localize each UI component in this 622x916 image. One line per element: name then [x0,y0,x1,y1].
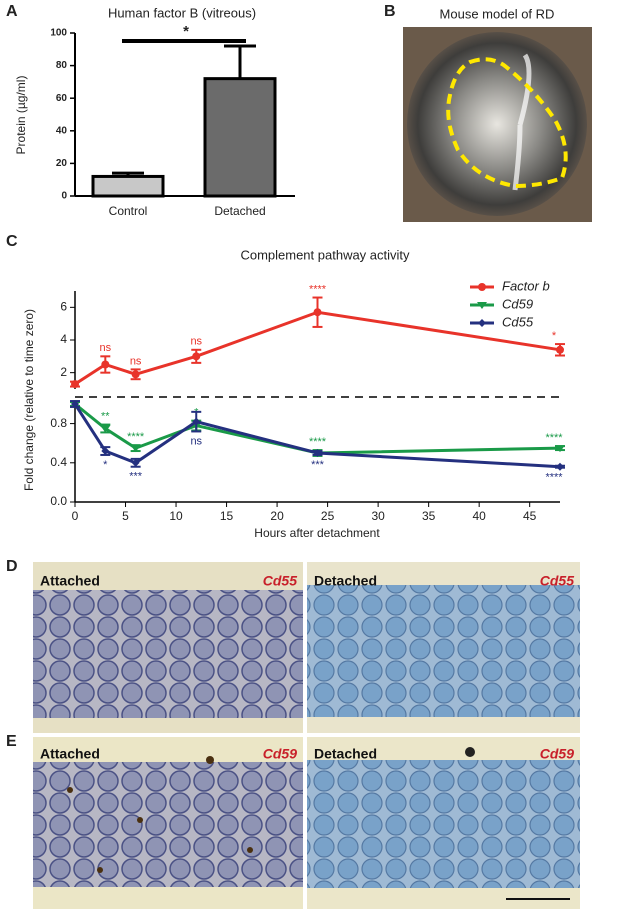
significance-label: **** [309,283,327,295]
micrograph-e-left [33,737,303,909]
y2-tick-label: 6 [60,300,67,314]
chart-title: Human factor B (vitreous) [108,5,256,20]
point [313,449,322,457]
point [131,458,140,467]
gene-label: Cd59 [540,746,574,762]
gene-label: Cd59 [263,746,297,762]
y-tick-label: 0 [61,191,67,202]
significance-label: *** [311,459,325,471]
gene-label: Cd55 [263,573,297,589]
y-tick-label: 100 [50,28,67,39]
series-line [74,402,561,455]
x-tick-label: 30 [371,509,385,523]
panel-letter: A [6,3,18,20]
significance-label: * [103,459,108,471]
y-tick-label: 0.0 [50,494,67,508]
y2-tick-label: 4 [60,332,67,346]
y-tick-label: 40 [56,125,68,136]
micrograph-d-right [307,562,580,733]
bar [203,77,277,198]
point [71,380,79,389]
micrograph-e-right [307,737,580,909]
x-tick-label: 40 [472,509,486,523]
x-tick-label: Detached [214,204,265,218]
significance-label: ns [130,355,142,367]
point [555,445,565,453]
x-axis-title: Hours after detachment [254,526,380,540]
y-tick-label: 20 [56,158,68,169]
significance-label: ** [101,410,110,422]
micrograph-d-left [33,562,303,733]
significance-label: ns [190,336,202,348]
significance-label: **** [545,432,563,444]
point [101,360,110,369]
point [131,370,140,379]
y-tick-label: 0.8 [50,416,67,430]
y-tick-label: 80 [56,60,68,71]
point [556,345,564,354]
y-tick-label: 0.4 [50,455,67,469]
y-tick-label: 60 [56,93,68,104]
x-tick-label: 0 [72,509,79,523]
significance-label: * [552,330,557,342]
significance-label: * [183,23,189,40]
y2-tick-label: 2 [60,365,67,379]
x-tick-label: 15 [220,509,234,523]
significance-label: **** [309,436,327,448]
panel-letter: D [6,558,18,575]
y-axis-title: Protein (µg/ml) [14,76,28,155]
detachment-outline [446,57,568,189]
series-line [73,403,561,469]
point [71,400,79,408]
significance-label: ns [100,342,112,354]
legend-label: Cd55 [502,314,534,329]
x-tick-label: 20 [270,509,284,523]
micrograph-label: Attached [40,746,100,762]
gene-label: Cd55 [540,573,574,589]
panel-letter: C [6,233,18,250]
micrograph-label: Detached [314,746,377,762]
micrograph-label: Attached [40,573,100,589]
legend-marker [478,319,486,327]
legend-label: Factor b [502,278,550,293]
legend-marker [478,283,486,291]
x-tick-label: 10 [169,509,183,523]
micrograph-label: Detached [314,573,377,589]
point [101,447,110,456]
bar [91,174,165,198]
retina-fold [512,53,532,191]
point [192,352,201,361]
y-axis-title: Fold change (relative to time zero) [22,309,36,491]
point [100,425,111,433]
x-tick-label: 35 [422,509,436,523]
x-tick-label: 45 [523,509,537,523]
legend-marker [477,302,487,309]
significance-label: **** [545,472,563,484]
photo-title: Mouse model of RD [440,6,555,21]
eye [407,32,587,216]
significance-label: **** [127,431,145,443]
x-tick-label: 25 [321,509,335,523]
significance-label: ns [190,435,202,447]
panel-letter: E [6,733,17,750]
point [556,462,564,471]
point [192,417,201,426]
chart-title: Complement pathway activity [240,247,410,262]
x-tick-label: 5 [122,509,129,523]
series-line [74,310,561,386]
panel-letter: B [384,3,396,20]
x-tick-label: Control [109,204,148,218]
point [313,308,322,317]
point [130,445,141,453]
significance-label: *** [129,471,143,483]
legend-label: Cd59 [502,296,533,311]
